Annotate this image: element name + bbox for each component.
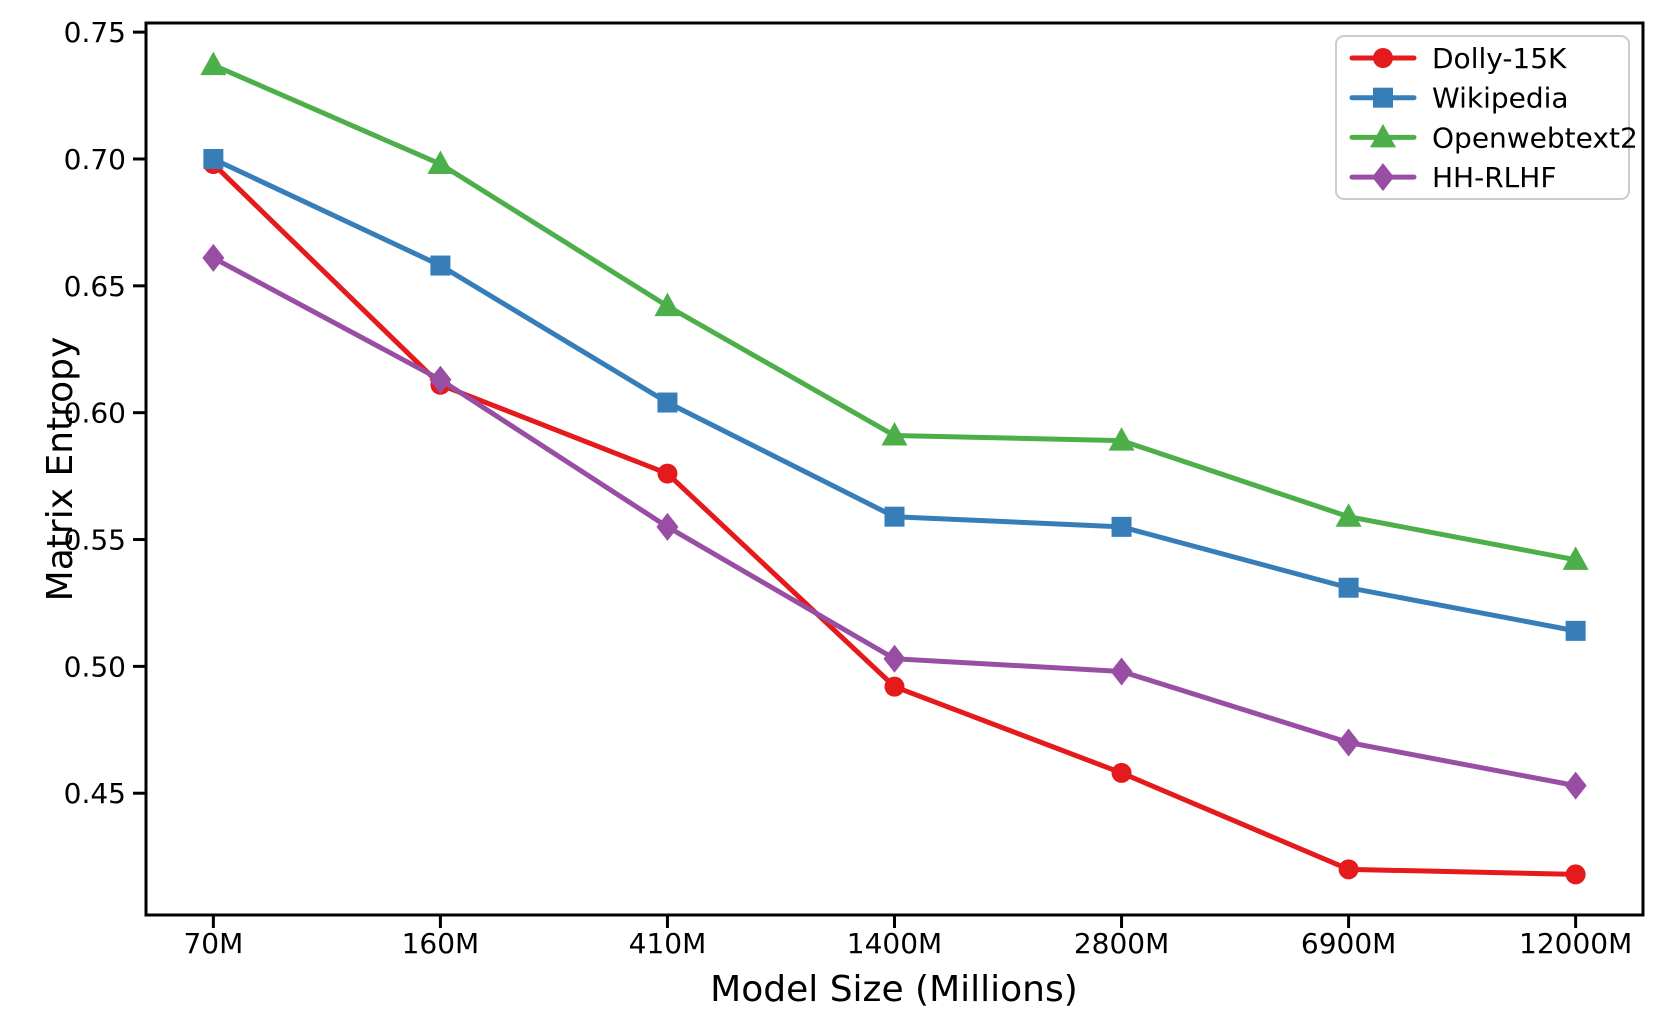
- ticks-layer: 0.45 0.50 0.55 0.60 0.65 0.70 0.75 70M 160M 410M 1…: [64, 16, 1633, 960]
- data-point-marker: [1338, 859, 1359, 880]
- legend: Dolly-15K Wikipedia Openwebtext2 HH-RLHF: [1335, 35, 1638, 200]
- legend-marker: [1372, 163, 1394, 192]
- y-tick-label: 0.70: [64, 143, 126, 176]
- legend-label: Openwebtext2: [1432, 121, 1638, 154]
- y-tick-label: 0.60: [64, 397, 126, 430]
- data-point-marker: [1338, 577, 1359, 598]
- legend-item: Openwebtext2: [1349, 121, 1638, 154]
- data-point-marker: [429, 365, 452, 394]
- x-tick-label: 2800M: [1074, 927, 1169, 960]
- data-point-marker: [1564, 771, 1587, 800]
- x-tick-label: 12000M: [1519, 927, 1632, 960]
- data-point-marker: [883, 644, 906, 673]
- y-axis-label: Matrix Entropy: [40, 337, 81, 602]
- y-tick-label: 0.50: [64, 650, 126, 683]
- data-point-marker: [1335, 503, 1362, 527]
- data-point-marker: [1565, 620, 1586, 641]
- data-point-marker: [1110, 657, 1133, 686]
- data-point-marker: [1111, 762, 1132, 783]
- y-tick-label: 0.65: [64, 270, 126, 303]
- data-point-marker: [203, 148, 224, 169]
- legend-box: [1335, 35, 1630, 200]
- y-tick-label: 0.45: [64, 777, 126, 810]
- data-point-marker: [884, 676, 905, 697]
- x-tick-label: 6900M: [1301, 927, 1396, 960]
- series-wikipedia: [203, 148, 1586, 641]
- data-point-marker: [884, 506, 905, 527]
- data-point-marker: [654, 292, 681, 317]
- data-point-marker: [1111, 516, 1132, 537]
- data-point-marker: [1565, 864, 1586, 885]
- data-point-marker: [657, 392, 678, 413]
- legend-label: Dolly-15K: [1432, 42, 1567, 75]
- legend-item: HH-RLHF: [1349, 161, 1556, 194]
- data-point-marker: [427, 150, 454, 175]
- x-tick-label: 70M: [183, 927, 243, 960]
- legend-label: Wikipedia: [1432, 82, 1569, 115]
- x-tick-label: 410M: [629, 927, 707, 960]
- series-layer: [200, 51, 1589, 885]
- x-tick-label: 1400M: [847, 927, 942, 960]
- x-tick-label: 160M: [402, 927, 480, 960]
- legend-item: Dolly-15K: [1349, 42, 1567, 75]
- data-point-marker: [200, 51, 227, 76]
- data-point-marker: [1562, 546, 1589, 570]
- data-point-marker: [657, 463, 678, 484]
- data-point-marker: [881, 422, 908, 446]
- data-point-marker: [430, 255, 451, 276]
- data-point-marker: [656, 512, 679, 541]
- legend-marker: [1373, 87, 1393, 108]
- series-hh-rlhf: [202, 243, 1587, 800]
- legend-marker: [1373, 48, 1393, 68]
- data-point-marker: [202, 243, 225, 272]
- x-axis-label: Model Size (Millions): [710, 969, 1078, 1010]
- data-point-marker: [1337, 728, 1360, 757]
- data-point-marker: [1108, 427, 1135, 451]
- legend-marker: [1370, 123, 1396, 148]
- legend-item: Wikipedia: [1349, 82, 1569, 115]
- y-tick-label: 0.75: [64, 16, 126, 49]
- legend-label: HH-RLHF: [1432, 161, 1556, 194]
- series-openwebtext2: [200, 51, 1589, 570]
- y-tick-label: 0.55: [64, 524, 126, 557]
